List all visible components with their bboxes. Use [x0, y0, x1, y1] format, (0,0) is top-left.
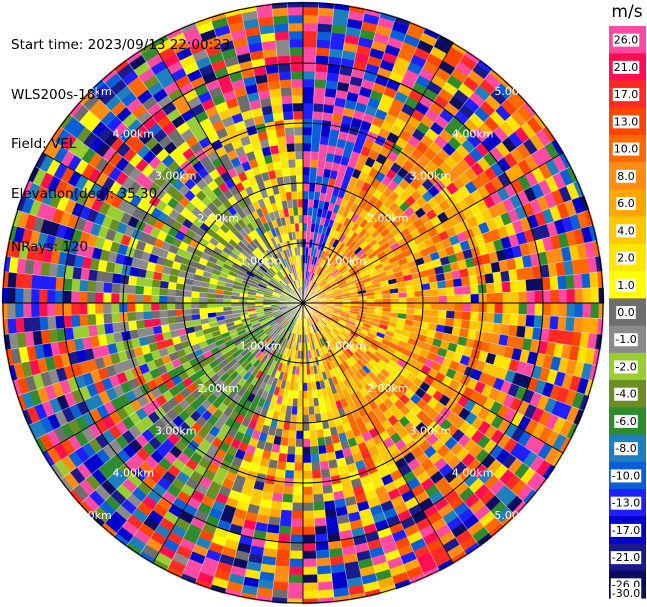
ray-separator [302, 101, 527, 304]
colorbar-tick-label: -10.0 [612, 469, 640, 482]
ray-separator [302, 59, 481, 304]
ray-separator [302, 12, 382, 304]
colorbar-tick-label: -17.0 [612, 524, 640, 537]
ray-separator [302, 68, 493, 304]
colorbar-tick-label: 4.0 [617, 224, 635, 237]
colorbar-tick-label: -8.0 [615, 442, 636, 455]
colorbar-tick-label: 17.0 [614, 88, 639, 101]
ray-separator [302, 125, 547, 304]
colorbar-tick-label: -6.0 [615, 415, 636, 428]
colorbar-tick-label: -30.0 [612, 587, 640, 600]
velocity-rays [1, 1, 605, 605]
colorbar-tick-label: -4.0 [615, 388, 636, 401]
ray-separator [302, 27, 426, 304]
ray-separator [302, 21, 412, 304]
ray-separator [302, 34, 440, 304]
ray-separator [302, 5, 351, 304]
colorbar-tick-label: -13.0 [612, 497, 640, 510]
colorbar-tick-label: 1.0 [617, 279, 635, 292]
colorbar-tick-label: 8.0 [617, 170, 635, 183]
colorbar-tick-label: -2.0 [615, 360, 636, 373]
colorbar-tick-label: 10.0 [614, 143, 639, 156]
colorbar-tick-label: -21.0 [612, 551, 640, 564]
ray-separator [302, 79, 505, 304]
colorbar-tick-label: 2.0 [617, 252, 635, 265]
ray-separator [302, 16, 397, 304]
colorbar-tick-label: 0.0 [617, 306, 635, 319]
ray-separator [302, 3, 335, 304]
ray-separator [302, 113, 538, 304]
ppi-plot: 1.00km1.00km1.00km1.00km2.00km2.00km2.00… [1, 1, 605, 605]
ray-separator [302, 50, 468, 304]
colorbar-tick-label: 26.0 [614, 34, 639, 47]
colorbar-unit: m/s [611, 2, 642, 22]
ray-separator [302, 2, 320, 304]
colorbar-tick-label: 6.0 [617, 197, 635, 210]
ray-separator [302, 8, 366, 304]
colorbar-tick-label: 21.0 [614, 61, 639, 74]
colorbar-tick-label: -1.0 [615, 333, 636, 346]
colorbar-tick-label: 13.0 [614, 115, 639, 128]
ray-separator [302, 138, 556, 304]
ray-separator [302, 166, 572, 304]
ray-separator [302, 89, 517, 304]
